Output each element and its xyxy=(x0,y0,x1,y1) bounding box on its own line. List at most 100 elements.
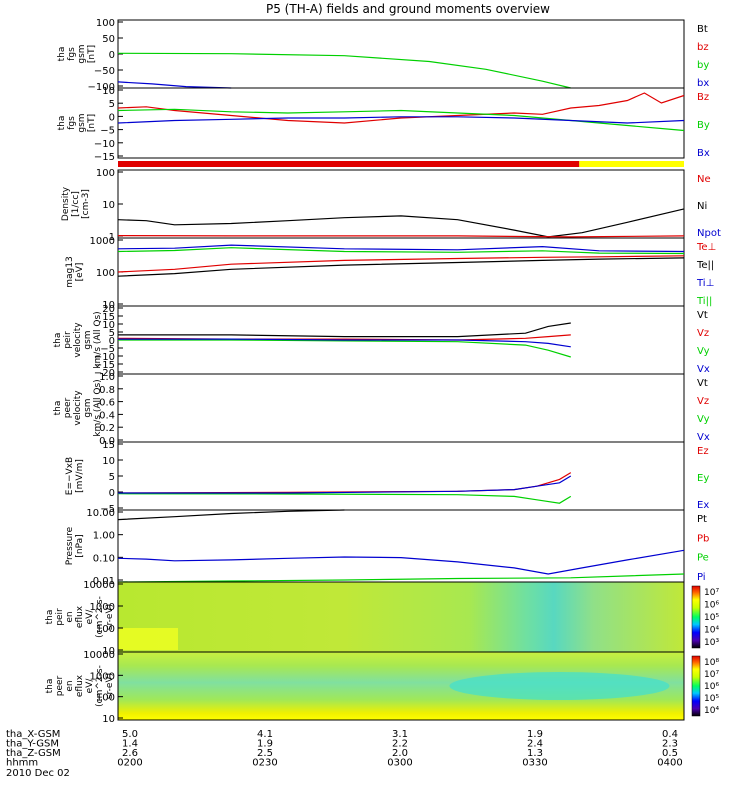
y-tick-label: 0 xyxy=(109,112,115,123)
series-pe-line xyxy=(117,573,685,583)
legend-entry: Ni xyxy=(697,201,707,212)
y-tick-label: −50 xyxy=(94,66,115,77)
footer-date: 2010 Dec 02 xyxy=(6,768,70,779)
y-tick-label: 100 xyxy=(96,18,115,29)
panel-6: 1.0 0.8 0.60.4 0.2 0.0 tha peer velocity gsm km/s… xyxy=(53,372,710,447)
footer-value: 1.9 xyxy=(527,729,543,740)
y-tick-label: 100 xyxy=(96,624,115,635)
y-tick-label: 100 xyxy=(96,268,115,279)
series-vy-line xyxy=(118,339,571,358)
series-te-line xyxy=(117,255,685,273)
legend-entry: Pi xyxy=(697,572,706,583)
colorbar-tick: 10⁵ xyxy=(704,694,719,704)
legend-entry: Pb xyxy=(697,533,709,544)
footer-value: 0200 xyxy=(117,758,142,769)
y-axis-label: sr-eV) xyxy=(105,673,115,699)
y-axis-label: gsm xyxy=(77,113,87,132)
y-axis-label: (cm^2-s- xyxy=(95,596,105,638)
panel-frame xyxy=(117,373,685,443)
y-tick-label: −15 xyxy=(94,152,115,163)
y-tick-label: 10000 xyxy=(83,650,115,661)
y-axis-label: [1/cc] xyxy=(71,191,81,217)
y-tick-label: 0.6 xyxy=(99,398,115,409)
y-tick-label: 0 xyxy=(109,336,115,347)
y-tick-label: −5 xyxy=(100,126,115,137)
y-axis-label: gsm xyxy=(83,398,93,417)
y-axis-label: tha xyxy=(53,401,63,416)
footer-value: 0230 xyxy=(252,758,277,769)
series-by-line xyxy=(117,52,571,89)
footer-value: 0330 xyxy=(522,758,547,769)
footer-value: 2.4 xyxy=(527,739,543,750)
legend-entry: Te|| xyxy=(696,260,714,271)
panel-2: 10 5 0 −5 −10 −15 tha fgs gsm [nT] Bz By Bx xyxy=(57,86,710,163)
y-axis-label: sr-eV) xyxy=(105,604,115,630)
series-bx-line xyxy=(117,116,685,124)
panel-frame xyxy=(117,509,685,583)
series-by-line xyxy=(117,108,685,132)
y-axis-label: eflux xyxy=(75,605,85,628)
mode-bar-yellow xyxy=(579,161,684,167)
y-axis-label: [nPa] xyxy=(75,534,85,557)
y-axis-label: [nT] xyxy=(87,45,97,63)
panel-10: 10⁸ 10⁷ 10⁶ 10⁵ 10⁴ 10000 1000 100 10 tha peer en ef… xyxy=(45,650,719,725)
series-vx-line xyxy=(118,338,571,348)
y-tick-label: 1000 xyxy=(90,236,115,247)
colorbar-tick: 10⁵ xyxy=(704,613,719,623)
legend-entry: Vx xyxy=(697,432,710,443)
y-tick-label: −100 xyxy=(88,82,115,93)
footer-value: 3.1 xyxy=(392,729,408,740)
y-tick-label: −10 xyxy=(94,352,115,363)
y-tick-label: 1000 xyxy=(90,671,115,682)
y-tick-label: 1 xyxy=(109,232,115,243)
footer-value: 2.0 xyxy=(392,748,408,759)
legend-entry: By xyxy=(697,120,710,131)
y-tick-label: 1000 xyxy=(90,602,115,613)
y-tick-label: 0.4 xyxy=(99,410,115,421)
legend-entry: Vz xyxy=(697,396,709,407)
footer-value: 2.5 xyxy=(257,748,273,759)
footer-value: 1.9 xyxy=(257,739,273,750)
colorbar-tick: 10³ xyxy=(704,638,719,648)
panel-1: 100 50 0 −50 −100 tha fgs gsm [nT] Bt bz by bx xyxy=(57,18,709,93)
y-axis-label: eV/ xyxy=(85,609,95,625)
series-ey-line xyxy=(117,493,572,504)
chart-title: P5 (TH-A) fields and ground moments over… xyxy=(266,2,550,16)
y-axis-label: gsm xyxy=(77,44,87,63)
y-axis-label: mag13 xyxy=(65,256,75,287)
legend-entry: bx xyxy=(697,78,709,89)
legend-entry: Ez xyxy=(697,446,709,457)
legend-entry: by xyxy=(697,60,709,71)
legend-entry: Ti⊥ xyxy=(696,278,714,289)
legend-entry: bz xyxy=(697,42,709,53)
y-tick-label: 20 xyxy=(102,304,115,315)
legend-entry: Te⊥ xyxy=(696,242,716,253)
y-axis-label: fgs xyxy=(67,47,77,61)
footer-value: 1.3 xyxy=(527,748,543,759)
colorbar-tick: 10⁷ xyxy=(704,670,719,680)
legend-entry: Ey xyxy=(697,473,709,484)
y-axis-label: tha xyxy=(53,333,63,348)
y-axis-label: km/s (All Qs) xyxy=(93,379,103,436)
y-axis-label: tha xyxy=(45,679,55,694)
mode-bar-red xyxy=(118,161,580,167)
y-axis-label: velocity xyxy=(73,390,83,426)
y-axis-label: km/s (All Qs) xyxy=(93,311,103,368)
y-tick-label: 1.0 xyxy=(99,372,115,383)
y-tick-label: 10 xyxy=(102,646,115,657)
panel-7: 15 10 5 0 −5 E=−VxB [mV/m] Ez Ey Ex xyxy=(65,440,709,515)
footer-value: 5.0 xyxy=(122,729,138,740)
legend-entry: Pt xyxy=(697,514,707,525)
y-axis-label: (cm^2-s- xyxy=(95,665,105,707)
y-axis-label: [cm-3] xyxy=(81,189,91,219)
y-tick-label: 5 xyxy=(109,328,115,339)
legend-entry: Vx xyxy=(697,364,710,375)
legend-entry: Ex xyxy=(697,500,709,511)
colorbar-tick: 10⁶ xyxy=(704,601,719,611)
panel-8: 10.00 1.00 0.10 0.01 Pressure [nPa] Pt Pb Pe Pi xyxy=(65,508,709,587)
y-axis-label: eV/ xyxy=(85,678,95,694)
y-tick-label: −10 xyxy=(94,139,115,150)
y-tick-label: 5 xyxy=(109,99,115,110)
